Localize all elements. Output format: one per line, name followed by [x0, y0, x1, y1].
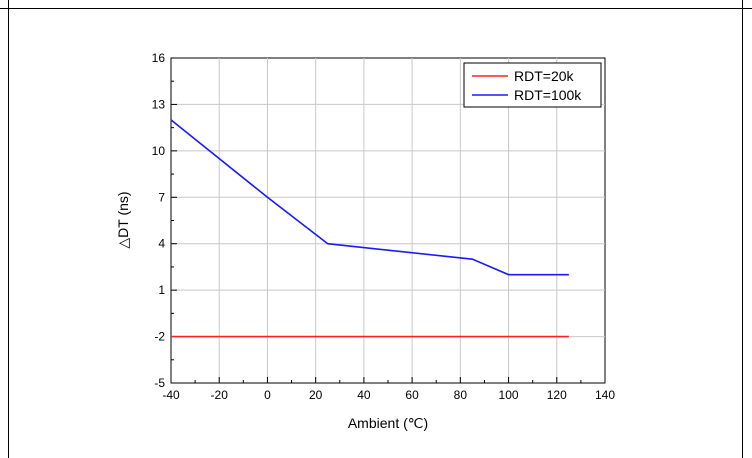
x-tick-label: 60: [405, 388, 419, 402]
y-tick-label: 4: [158, 237, 165, 251]
axis-ticks: -40 -20 0 20 40 60 80 100 120 140 -5 -2 1 4 7 10 13 16: [152, 51, 616, 402]
x-tick-label: 100: [499, 388, 519, 402]
legend-label-2: RDT=100k: [514, 87, 582, 103]
x-tick-label: 20: [309, 388, 323, 402]
x-tick-label: 140: [595, 388, 615, 402]
x-tick-label: 120: [547, 388, 567, 402]
legend-label-1: RDT=20k: [514, 68, 575, 84]
x-tick-label: -40: [162, 388, 180, 402]
x-tick-label: 80: [454, 388, 468, 402]
legend: RDT=20k RDT=100k: [463, 62, 602, 108]
series-line-2: [170, 119, 569, 276]
x-tick-label: 40: [357, 388, 371, 402]
y-tick-label: -2: [154, 330, 165, 344]
y-tick-label: 7: [158, 190, 165, 204]
y-tick-label: 1: [158, 283, 165, 297]
y-tick-label: 16: [152, 51, 166, 65]
y-tick-label: -5: [154, 376, 165, 390]
series-lines: [170, 119, 569, 338]
legend-box: [463, 62, 602, 108]
y-tick-label: 13: [152, 97, 166, 111]
y-axis-title: △DT (ns): [115, 191, 131, 248]
y-tick-label: 10: [152, 144, 166, 158]
x-tick-label: -20: [211, 388, 229, 402]
x-tick-label: 0: [264, 388, 271, 402]
x-axis-title: Ambient (℃): [348, 415, 428, 431]
